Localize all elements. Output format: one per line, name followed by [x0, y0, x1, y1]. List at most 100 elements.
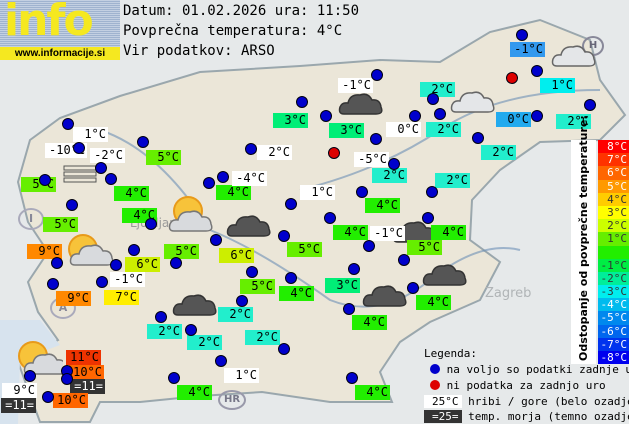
station-dot[interactable]: [348, 263, 360, 275]
city-label-zagreb: Zagreb: [485, 286, 532, 301]
station-dot[interactable]: [110, 259, 122, 271]
red-dot-icon: [430, 380, 440, 390]
station-temperature-label: 2°C: [372, 168, 407, 183]
station-dot[interactable]: [246, 266, 258, 278]
legend-sea: =25= temp. morja (temno ozadje): [424, 410, 629, 424]
station-temperature-label: 3°C: [273, 113, 308, 128]
cloud-icon: [450, 86, 496, 120]
station-dot[interactable]: [407, 282, 419, 294]
station-dot[interactable]: [170, 257, 182, 269]
station-dot[interactable]: [343, 303, 355, 315]
legend-red-text: ni podatka za zadnjo uro: [446, 379, 606, 392]
station-dot[interactable]: [584, 99, 596, 111]
station-temperature-label: 1°C: [73, 127, 108, 142]
station-dot[interactable]: [96, 276, 108, 288]
station-dot[interactable]: [422, 212, 434, 224]
station-dot[interactable]: [47, 278, 59, 290]
station-temperature-label: 3°C: [329, 123, 364, 138]
station-temperature-label: -1°C: [110, 272, 145, 287]
station-dot-no-data[interactable]: [328, 147, 340, 159]
station-dot[interactable]: [39, 174, 51, 186]
station-temperature-label: 4°C: [355, 385, 390, 400]
scale-title: Odstopanje od povprečne temperature:: [571, 115, 596, 364]
scale-step: 1°C: [598, 232, 629, 246]
station-dot[interactable]: [409, 110, 421, 122]
station-dot[interactable]: [51, 257, 63, 269]
station-temperature-label: 9°C: [2, 383, 37, 398]
station-temperature-label: 5°C: [407, 240, 442, 255]
station-dot[interactable]: [278, 343, 290, 355]
station-dot[interactable]: [105, 173, 117, 185]
station-dot[interactable]: [155, 311, 167, 323]
station-dot[interactable]: [296, 96, 308, 108]
logo-url[interactable]: www.informacije.si: [0, 47, 120, 60]
station-temperature-label: 1°C: [300, 185, 335, 200]
station-dot[interactable]: [370, 133, 382, 145]
station-temperature-label: 7°C: [104, 290, 139, 305]
cloud-icon: [551, 40, 597, 74]
station-temperature-label: 4°C: [365, 198, 400, 213]
scale-step: 8°C: [598, 140, 629, 154]
station-dot[interactable]: [62, 118, 74, 130]
station-dot-no-data[interactable]: [506, 72, 518, 84]
station-temperature-label: 2°C: [245, 330, 280, 345]
station-dot[interactable]: [66, 199, 78, 211]
station-dot[interactable]: [245, 143, 257, 155]
station-temperature-label: 1°C: [224, 368, 259, 383]
station-dot[interactable]: [185, 324, 197, 336]
station-dot[interactable]: [61, 373, 73, 385]
station-dot[interactable]: [203, 177, 215, 189]
station-dot[interactable]: [285, 272, 297, 284]
mountain-sample: 25°C: [424, 395, 462, 408]
station-dot[interactable]: [531, 65, 543, 77]
temperature-deviation-scale: 8°C 7°C 6°C 5°C 4°C 3°C 2°C 1°C -1°C -2°C -3°C -4°C…: [598, 140, 629, 365]
station-dot[interactable]: [324, 212, 336, 224]
station-dot[interactable]: [95, 162, 107, 174]
legend-mountain: 25°C hribi / gore (belo ozadje): [424, 395, 629, 409]
station-temperature-label: 2°C: [147, 324, 182, 339]
station-dot[interactable]: [426, 186, 438, 198]
station-dot[interactable]: [215, 355, 227, 367]
scale-step: -5°C: [598, 311, 629, 325]
station-dot[interactable]: [145, 218, 157, 230]
station-dot[interactable]: [210, 234, 222, 246]
station-dot[interactable]: [356, 186, 368, 198]
scale-step: 7°C: [598, 153, 629, 167]
data-source: Vir podatkov: ARSO: [123, 43, 275, 59]
partly-cloudy-icon: [15, 340, 68, 384]
station-temperature-label: 4°C: [416, 295, 451, 310]
station-dot[interactable]: [516, 29, 528, 41]
partly-cloudy-icon: [166, 193, 214, 237]
station-temperature-label: 4°C: [352, 315, 387, 330]
station-dot[interactable]: [398, 254, 410, 266]
station-dot[interactable]: [42, 391, 54, 403]
station-dot[interactable]: [320, 110, 332, 122]
station-temperature-label: 2°C: [218, 307, 253, 322]
station-temperature-label: 5°C: [43, 217, 78, 232]
station-dot[interactable]: [73, 142, 85, 154]
scale-step: -6°C: [598, 324, 629, 338]
logo[interactable]: info www.informacije.si: [0, 0, 120, 60]
station-dot[interactable]: [217, 171, 229, 183]
station-temperature-label: 11°C: [66, 350, 101, 365]
station-dot[interactable]: [168, 372, 180, 384]
station-dot[interactable]: [434, 108, 446, 120]
station-temperature-label: 10°C: [69, 365, 104, 380]
station-dot[interactable]: [363, 240, 375, 252]
station-dot[interactable]: [472, 132, 484, 144]
station-dot[interactable]: [236, 295, 248, 307]
station-dot[interactable]: [278, 230, 290, 242]
station-dot[interactable]: [346, 372, 358, 384]
station-dot[interactable]: [531, 110, 543, 122]
station-temperature-label: 2°C: [257, 145, 292, 160]
station-dot[interactable]: [128, 244, 140, 256]
station-dot[interactable]: [388, 158, 400, 170]
station-dot[interactable]: [137, 136, 149, 148]
slovenia-territory: [16, 18, 627, 423]
scale-step: -3°C: [598, 285, 629, 299]
station-dot[interactable]: [24, 370, 36, 382]
station-dot[interactable]: [427, 93, 439, 105]
station-temperature-label: 4°C: [431, 225, 466, 240]
station-dot[interactable]: [371, 69, 383, 81]
station-dot[interactable]: [285, 198, 297, 210]
